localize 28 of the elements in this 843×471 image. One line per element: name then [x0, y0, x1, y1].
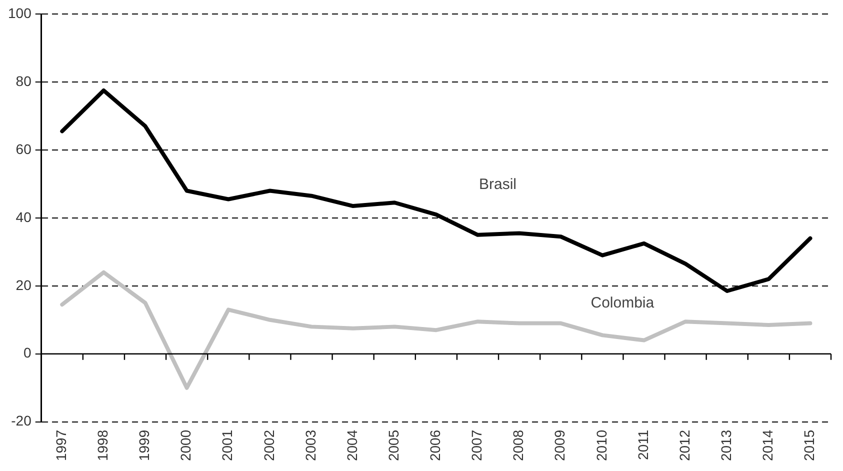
text: Brasil	[478, 176, 516, 194]
y-tick-label: 80	[16, 72, 32, 89]
x-tick-label: 2014	[760, 430, 776, 462]
x-tick-label: 2004	[344, 430, 360, 462]
x-tick-label: 2003	[302, 430, 318, 462]
x-tick-label: 2005	[385, 430, 402, 462]
x-tick-label: 2011	[634, 430, 651, 460]
x-tick-label: 2010	[593, 430, 610, 462]
x-tick-label: 2009	[552, 430, 568, 462]
y-tick-label: 100	[8, 4, 32, 21]
y-tick-label: 60	[16, 140, 32, 157]
x-tick-label: 2006	[427, 430, 444, 462]
y-tick-label: -20	[11, 412, 32, 429]
series-label: Colombia	[590, 294, 655, 312]
x-tick-label: 2007	[468, 430, 485, 462]
x-tick-label: 2013	[718, 430, 734, 462]
x-tick-label: 1998	[94, 430, 111, 462]
y-tick-label: 40	[16, 208, 32, 225]
x-tick-label: 1997	[53, 430, 69, 462]
y-tick-label: 0	[24, 344, 32, 361]
x-tick-label: 2001	[219, 430, 236, 462]
x-tick-label: 2000	[178, 430, 194, 462]
x-tick-label: 1999	[136, 430, 152, 462]
x-tick-label: 2012	[676, 430, 692, 462]
x-tick-label: 2002	[260, 430, 277, 462]
x-tick-label: 2015	[801, 430, 818, 462]
x-tick-label: 2008	[510, 430, 526, 462]
y-tick-label: 20	[16, 276, 32, 293]
